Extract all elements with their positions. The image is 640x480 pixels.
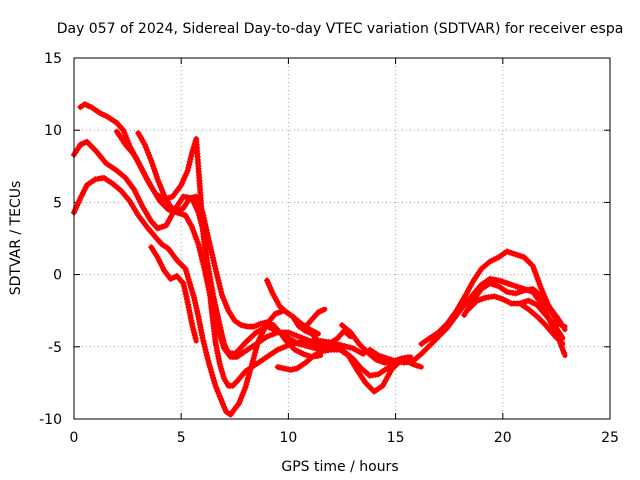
y-axis-label: SDTVAR / TECUs [8, 181, 24, 296]
y-tick-label: -5 [48, 340, 62, 356]
data-point [200, 338, 207, 344]
data-point [188, 320, 195, 327]
y-tick-label: -10 [39, 412, 62, 428]
series [264, 277, 354, 347]
data-point [561, 350, 568, 356]
data-point [199, 335, 206, 342]
data-point [249, 358, 256, 365]
series-layer [71, 101, 568, 418]
data-point [195, 241, 202, 248]
data-point [244, 375, 251, 382]
series [366, 275, 568, 366]
data-point [185, 164, 192, 171]
data-point [253, 346, 259, 353]
data-point [416, 363, 423, 370]
y-tick-label: 5 [53, 195, 62, 211]
data-point [152, 170, 159, 177]
series-line [148, 244, 199, 344]
data-point [247, 366, 254, 373]
x-tick-label: 5 [177, 430, 186, 446]
data-point [558, 333, 565, 339]
series [148, 244, 199, 344]
data-point [211, 311, 218, 318]
data-point [243, 381, 250, 388]
data-point [150, 162, 156, 169]
data-point [249, 361, 255, 368]
data-point [252, 349, 259, 356]
y-tick-label: 10 [44, 123, 62, 139]
series [135, 130, 324, 360]
data-point [358, 349, 365, 356]
x-tick-label: 15 [387, 430, 405, 446]
data-point [558, 339, 565, 346]
series [113, 128, 324, 360]
data-point [209, 254, 216, 261]
data-point [205, 358, 212, 365]
series [508, 297, 566, 341]
y-tick-label: 15 [44, 51, 62, 67]
data-point [242, 384, 249, 391]
x-axis-label: GPS time / hours [281, 459, 398, 475]
data-point [155, 178, 162, 185]
data-point [244, 378, 251, 385]
axis-ticks: 0 5 10 15 20 25 -10 -5 0 5 10 15 [39, 51, 619, 446]
x-tick-label: 0 [70, 430, 79, 446]
data-point [251, 352, 258, 359]
x-tick-label: 20 [494, 430, 512, 446]
x-tick-label: 10 [279, 430, 297, 446]
data-point [207, 366, 214, 373]
data-point [204, 355, 211, 362]
data-point [198, 255, 205, 262]
series [461, 280, 568, 332]
data-point [215, 277, 222, 284]
data-point [200, 261, 207, 268]
data-point [245, 372, 252, 379]
data-point [214, 274, 221, 281]
chart-title: Day 057 of 2024, Sidereal Day-to-day VTE… [57, 21, 624, 37]
data-point [203, 352, 210, 359]
data-point [205, 235, 212, 242]
series [302, 306, 328, 330]
data-point [319, 307, 326, 314]
data-point [213, 271, 220, 278]
series [418, 248, 568, 347]
series [274, 346, 411, 395]
y-tick-label: 0 [53, 268, 62, 284]
data-point [199, 258, 206, 265]
data-point [190, 326, 197, 333]
x-tick-label: 25 [601, 430, 619, 446]
plot-frame [73, 57, 611, 420]
data-point [200, 215, 207, 222]
data-point [192, 335, 199, 342]
data-point [246, 369, 253, 376]
data-point [143, 146, 150, 153]
data-point [248, 364, 255, 370]
data-point [250, 355, 257, 362]
data-point [195, 198, 202, 205]
data-point [560, 323, 567, 330]
